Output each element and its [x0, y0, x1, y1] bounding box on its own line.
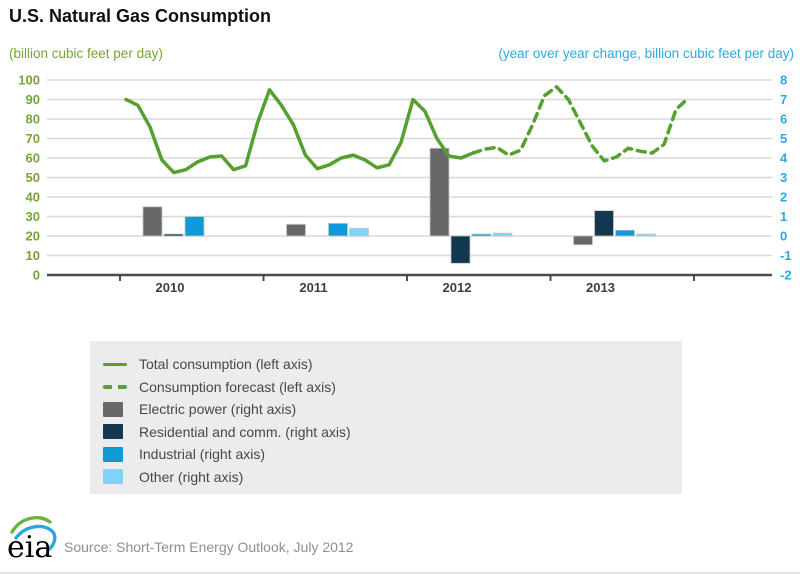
- legend-swatch-industrial: [103, 446, 139, 462]
- legend-swatch-consumption-forecast: [103, 385, 139, 389]
- eia-logo: eia: [7, 515, 57, 564]
- forecast-line: [471, 85, 690, 163]
- legend: Total consumption (left axis) Consumptio…: [90, 341, 682, 494]
- left-tick-label: 60: [26, 151, 40, 166]
- swatch-shape: [103, 385, 127, 389]
- right-tick-label: -1: [780, 248, 792, 263]
- eia-logo-blue-swoosh: [14, 524, 57, 552]
- left-tick-label: 70: [26, 131, 40, 146]
- right-tick-label: 5: [780, 131, 787, 146]
- bar: [450, 235, 471, 264]
- eia-logo-green-swoosh: [10, 515, 52, 534]
- right-axis-unit-label: (year over year change, billion cubic fe…: [498, 46, 794, 61]
- legend-item-consumption-forecast: Consumption forecast (left axis): [103, 376, 682, 399]
- legend-item-industrial: Industrial (right axis): [103, 443, 682, 466]
- legend-item-residential-comm: Residential and comm. (right axis): [103, 421, 682, 444]
- legend-swatch-total-consumption: [103, 362, 139, 366]
- right-tick-label: 3: [780, 170, 787, 185]
- bar: [328, 222, 348, 237]
- left-tick-label: 50: [26, 170, 40, 185]
- right-tick-label: 6: [780, 112, 787, 127]
- right-tick-label: 0: [780, 229, 787, 244]
- bar: [184, 216, 205, 237]
- left-tick-label: 20: [26, 229, 40, 244]
- legend-label: Electric power (right axis): [139, 401, 297, 418]
- legend-item-electric-power: Electric power (right axis): [103, 398, 682, 421]
- swatch-shape: [103, 424, 123, 440]
- legend-item-other: Other (right axis): [103, 466, 682, 489]
- left-tick-label: 30: [26, 209, 40, 224]
- left-axis-unit-label: (billion cubic feet per day): [9, 46, 163, 61]
- bar: [492, 232, 513, 237]
- bar: [594, 210, 614, 237]
- legend-swatch-other: [103, 469, 139, 485]
- bar: [429, 147, 450, 237]
- right-tick-label: 1: [780, 209, 787, 224]
- bar: [615, 229, 635, 237]
- right-tick-label: 8: [780, 73, 787, 88]
- page-title: U.S. Natural Gas Consumption: [9, 6, 272, 26]
- bar: [163, 233, 184, 237]
- eia-logo-text: eia: [7, 530, 52, 564]
- legend-label: Industrial (right axis): [139, 446, 266, 463]
- bottom-divider: [0, 572, 800, 574]
- year-label: 2012: [443, 280, 472, 295]
- left-tick-label: 100: [18, 73, 40, 88]
- left-tick-label: 80: [26, 112, 40, 127]
- legend-item-total-consumption: Total consumption (left axis): [103, 353, 682, 376]
- bar: [573, 235, 593, 246]
- left-tick-label: 10: [26, 248, 40, 263]
- year-label: 2011: [299, 280, 327, 295]
- legend-swatch-residential-comm: [103, 424, 139, 440]
- bar: [471, 233, 492, 237]
- x-axis-ticks: 2010 2011 2012 2013: [119, 275, 695, 295]
- left-tick-label: 0: [33, 268, 40, 283]
- swatch-shape: [103, 446, 123, 462]
- left-tick-label: 40: [26, 190, 40, 205]
- yoy-bars: [142, 147, 656, 264]
- swatch-shape: [103, 469, 123, 485]
- right-tick-label: -2: [780, 268, 792, 283]
- year-label: 2010: [156, 280, 185, 295]
- bar: [286, 223, 306, 237]
- legend-label: Consumption forecast (left axis): [139, 378, 336, 395]
- source-text: Source: Short-Term Energy Outlook, July …: [64, 539, 354, 555]
- legend-label: Total consumption (left axis): [139, 356, 313, 373]
- legend-swatch-electric-power: [103, 401, 139, 417]
- year-label: 2013: [586, 280, 615, 295]
- left-tick-label: 90: [26, 92, 40, 107]
- right-axis-labels: 8 7 6 5 4 3 2 1 0 -1 -2: [780, 73, 792, 283]
- swatch-shape: [103, 362, 127, 366]
- legend-label: Other (right axis): [139, 468, 244, 485]
- right-tick-label: 4: [780, 151, 788, 166]
- consumption-line: [124, 88, 475, 175]
- legend-label: Residential and comm. (right axis): [139, 423, 351, 440]
- bar: [142, 206, 163, 237]
- right-tick-label: 2: [780, 190, 787, 205]
- swatch-shape: [103, 401, 123, 417]
- left-axis-labels: 0 10 20 30 40 50 60 70 80 90 100: [18, 73, 40, 283]
- bar: [636, 233, 656, 237]
- right-tick-label: 7: [780, 92, 787, 107]
- bar: [349, 227, 369, 237]
